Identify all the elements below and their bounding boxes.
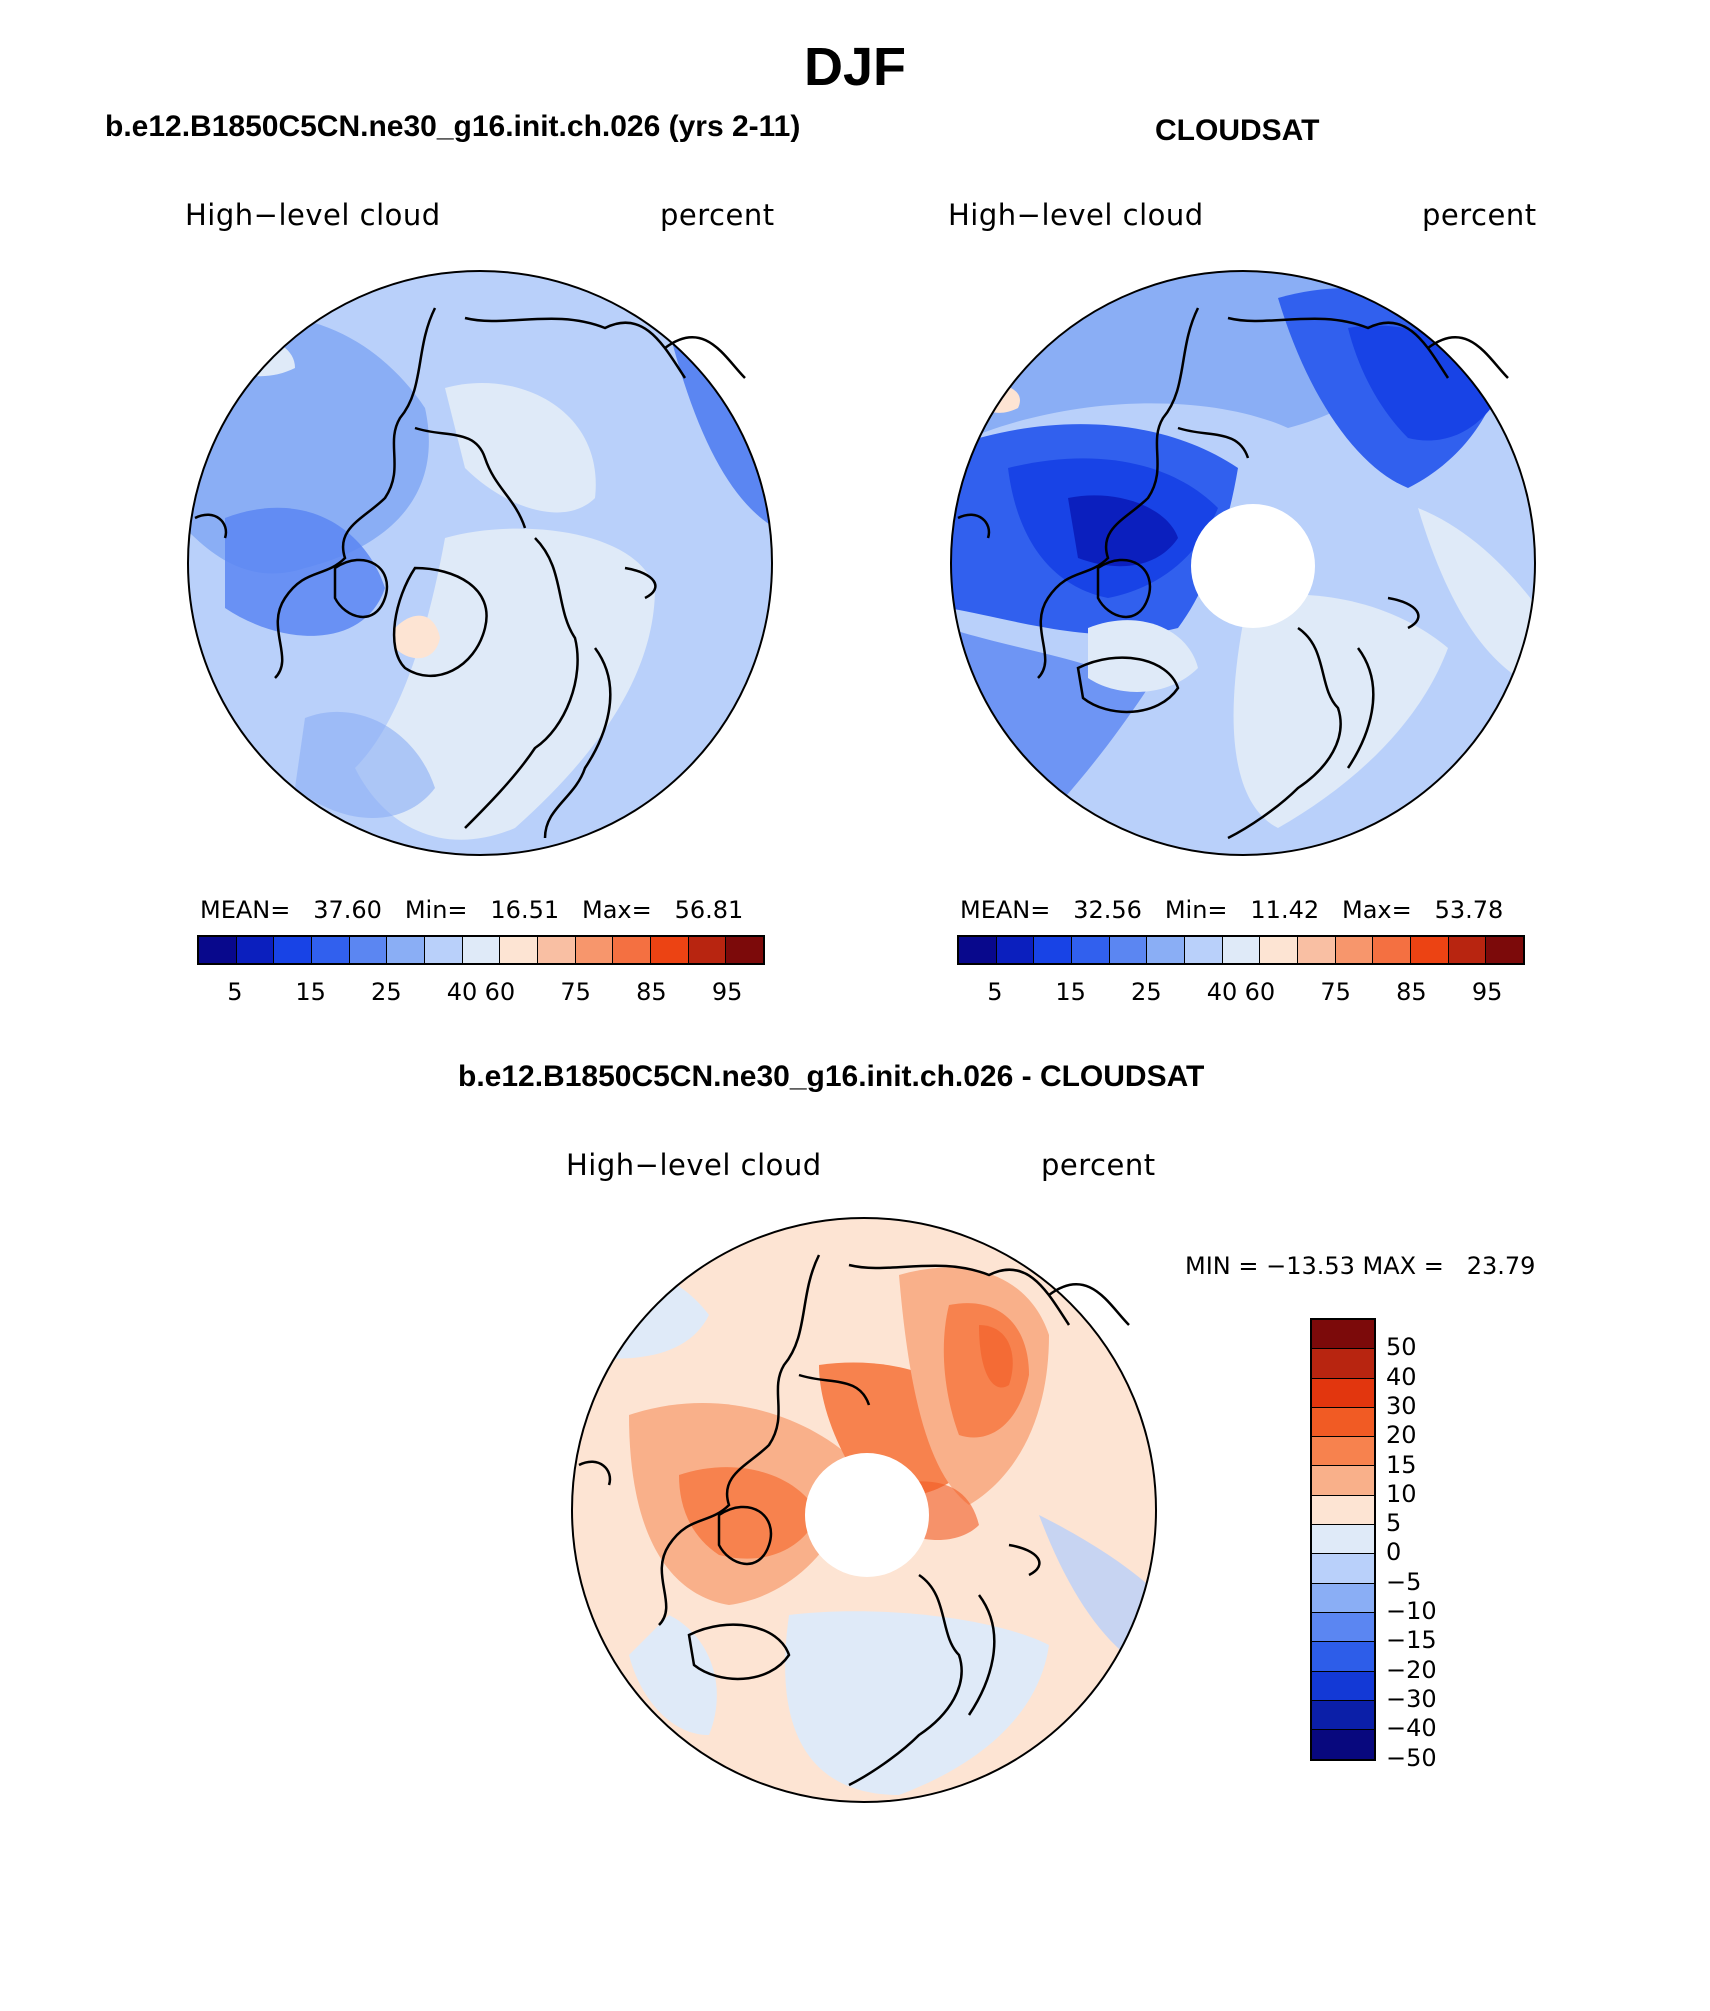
colorbar-tick-label: 5 bbox=[1386, 1509, 1402, 1538]
panel3-colorbar bbox=[1310, 1318, 1376, 1762]
colorbar-tick-label: 60 bbox=[484, 978, 516, 1006]
panel3-units-label: percent bbox=[1041, 1148, 1156, 1182]
colorbar-swatch bbox=[538, 937, 576, 963]
colorbar-swatch bbox=[1312, 1320, 1374, 1350]
colorbar-swatch bbox=[199, 937, 237, 963]
colorbar-swatch bbox=[726, 937, 764, 963]
panel3-variable-label: High−level cloud bbox=[566, 1148, 822, 1182]
colorbar-swatch bbox=[387, 937, 426, 963]
colorbar-tick-label: 0 bbox=[1386, 1538, 1402, 1567]
colorbar-swatch bbox=[1312, 1583, 1374, 1613]
colorbar-swatch bbox=[1312, 1671, 1374, 1701]
colorbar-swatch bbox=[1072, 937, 1110, 963]
panel2-subtitle: CLOUDSAT bbox=[1155, 114, 1320, 147]
colorbar-swatch bbox=[274, 937, 313, 963]
colorbar-swatch bbox=[425, 937, 463, 963]
colorbar-tick-label: 40 bbox=[1206, 978, 1238, 1006]
colorbar-swatch bbox=[1260, 937, 1299, 963]
panel2-units-label: percent bbox=[1422, 198, 1537, 232]
colorbar-swatch bbox=[651, 937, 689, 963]
colorbar-tick-label: 15 bbox=[1055, 978, 1086, 1006]
colorbar-swatch bbox=[1222, 937, 1261, 963]
panel1-stats: MEAN= 37.60 Min= 16.51 Max= 56.81 bbox=[200, 896, 744, 924]
colorbar-swatch bbox=[1109, 937, 1148, 963]
colorbar-tick-label: −50 bbox=[1386, 1743, 1437, 1772]
colorbar-swatch bbox=[1486, 937, 1524, 963]
colorbar-swatch bbox=[613, 937, 652, 963]
colorbar-tick-label: 60 bbox=[1244, 978, 1276, 1006]
colorbar-tick-label: −30 bbox=[1386, 1684, 1437, 1713]
colorbar-swatch bbox=[1147, 937, 1186, 963]
colorbar-swatch bbox=[1034, 937, 1073, 963]
panel1-polar-map bbox=[187, 270, 773, 856]
colorbar-tick-label: −40 bbox=[1386, 1714, 1437, 1743]
colorbar-tick-label: 85 bbox=[1396, 978, 1427, 1006]
colorbar-tick-label: 95 bbox=[1471, 978, 1503, 1006]
colorbar-tick-label: 5 bbox=[987, 978, 1003, 1006]
colorbar-swatch bbox=[1312, 1349, 1374, 1379]
colorbar-swatch bbox=[996, 937, 1035, 963]
colorbar-swatch bbox=[1312, 1495, 1374, 1526]
colorbar-swatch bbox=[688, 937, 727, 963]
panel3-polar-map bbox=[571, 1217, 1157, 1803]
colorbar-swatch bbox=[500, 937, 539, 963]
panel3-subtitle: b.e12.B1850C5CN.ne30_g16.init.ch.026 - C… bbox=[458, 1060, 1205, 1093]
colorbar-tick-label: 25 bbox=[1131, 978, 1162, 1006]
colorbar-tick-label: 30 bbox=[1386, 1391, 1417, 1420]
colorbar-swatch bbox=[349, 937, 388, 963]
colorbar-swatch bbox=[1448, 937, 1487, 963]
panel1-units-label: percent bbox=[660, 198, 775, 232]
colorbar-swatch bbox=[1312, 1554, 1374, 1584]
panel1-subtitle: b.e12.B1850C5CN.ne30_g16.init.ch.026 (yr… bbox=[105, 110, 801, 143]
colorbar-swatch bbox=[1312, 1407, 1374, 1438]
colorbar-tick-label: −20 bbox=[1386, 1655, 1437, 1684]
colorbar-swatch bbox=[1312, 1700, 1374, 1731]
figure-title: DJF bbox=[803, 37, 906, 97]
colorbar-swatch bbox=[1312, 1730, 1374, 1760]
colorbar-swatch bbox=[1312, 1612, 1374, 1643]
colorbar-swatch bbox=[1312, 1525, 1374, 1555]
colorbar-swatch bbox=[1411, 937, 1449, 963]
colorbar-swatch bbox=[1373, 937, 1412, 963]
colorbar-swatch bbox=[1312, 1466, 1374, 1496]
colorbar-swatch bbox=[575, 937, 614, 963]
colorbar-tick-label: 15 bbox=[1386, 1450, 1417, 1479]
colorbar-swatch bbox=[959, 937, 997, 963]
colorbar-swatch bbox=[236, 937, 275, 963]
colorbar-swatch bbox=[1298, 937, 1336, 963]
colorbar-swatch bbox=[1312, 1378, 1374, 1408]
colorbar-swatch bbox=[1312, 1642, 1374, 1672]
colorbar-tick-label: 15 bbox=[295, 978, 326, 1006]
colorbar-tick-label: 40 bbox=[446, 978, 478, 1006]
panel1-colorbar bbox=[197, 935, 765, 965]
colorbar-tick-label: 95 bbox=[711, 978, 743, 1006]
colorbar-tick-label: 85 bbox=[636, 978, 667, 1006]
colorbar-tick-label: −5 bbox=[1386, 1567, 1422, 1596]
colorbar-swatch bbox=[1335, 937, 1374, 963]
panel1-variable-label: High−level cloud bbox=[185, 198, 441, 232]
colorbar-tick-label: 20 bbox=[1386, 1421, 1417, 1450]
colorbar-tick-label: 25 bbox=[371, 978, 402, 1006]
colorbar-tick-label: 75 bbox=[1320, 978, 1351, 1006]
colorbar-tick-label: 5 bbox=[227, 978, 243, 1006]
colorbar-tick-label: −15 bbox=[1386, 1626, 1437, 1655]
colorbar-swatch bbox=[1185, 937, 1223, 963]
colorbar-swatch bbox=[312, 937, 350, 963]
colorbar-tick-label: 40 bbox=[1386, 1362, 1417, 1391]
panel3-stats: MIN = −13.53 MAX = 23.79 bbox=[1185, 1252, 1536, 1280]
colorbar-swatch bbox=[462, 937, 501, 963]
colorbar-tick-label: 50 bbox=[1386, 1333, 1417, 1362]
colorbar-tick-label: 75 bbox=[560, 978, 591, 1006]
colorbar-tick-label: 10 bbox=[1386, 1479, 1417, 1508]
panel2-polar-map bbox=[950, 270, 1536, 856]
colorbar-swatch bbox=[1312, 1437, 1374, 1467]
colorbar-tick-label: −10 bbox=[1386, 1597, 1437, 1625]
panel2-colorbar bbox=[957, 935, 1525, 965]
panel2-variable-label: High−level cloud bbox=[948, 198, 1204, 232]
panel2-stats: MEAN= 32.56 Min= 11.42 Max= 53.78 bbox=[960, 896, 1504, 924]
